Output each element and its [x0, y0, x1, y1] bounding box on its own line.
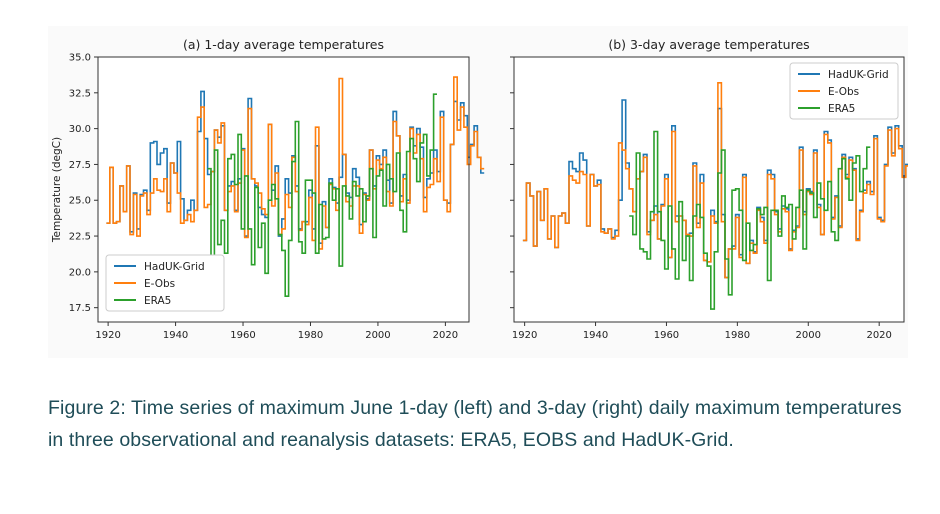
x-tick-label: 1940: [163, 330, 188, 341]
y-tick-label: 32.5: [69, 88, 91, 99]
chart-panel-a: (a) 1-day average temperatures Temperatur…: [51, 37, 485, 341]
legend-label: ERA5: [828, 103, 855, 115]
chart-title: (b) 3-day average temperatures: [608, 37, 809, 52]
x-tick-label: 1960: [654, 330, 679, 341]
legend-label: HadUK-Grid: [144, 261, 205, 273]
y-axis-label: Temperature (degC): [51, 137, 63, 243]
figure-caption: Figure 2: Time series of maximum June 1-…: [48, 397, 902, 451]
legend: HadUK-Grid E-Obs ERA5: [789, 62, 899, 120]
x-tick-label: 2000: [365, 330, 390, 341]
x-tick-label: 2020: [433, 330, 458, 341]
series-line-era5: [629, 130, 871, 310]
y-tick-label: 22.5: [69, 232, 91, 243]
legend: HadUK-Grid E-Obs ERA5: [105, 254, 225, 312]
x-tick-label: 2020: [866, 330, 891, 341]
axes-frame: [513, 56, 905, 323]
axes-frame: [97, 56, 470, 323]
legend-box: [789, 62, 899, 120]
figure: (a) 1-day average temperatures Temperatur…: [48, 26, 908, 358]
x-tick-label: 1980: [725, 330, 750, 341]
x-tick-label: 1920: [512, 330, 537, 341]
chart-title: (a) 1-day average temperatures: [183, 37, 384, 52]
legend-label: HadUK-Grid: [828, 69, 889, 81]
y-tick-label: 17.5: [69, 303, 91, 314]
legend-label: E-Obs: [144, 278, 175, 290]
chart-panel-b: (b) 3-day average temperatures 1920 1940 19…: [510, 37, 908, 341]
x-tick-label: 1980: [298, 330, 323, 341]
y-tick-label: 30.0: [69, 124, 91, 135]
y-tick-label: 25.0: [69, 196, 91, 207]
x-tick-label: 1940: [583, 330, 608, 341]
series-line-era5: [207, 93, 437, 297]
legend-label: ERA5: [144, 295, 171, 307]
x-tick-label: 1960: [230, 330, 255, 341]
legend-label: E-Obs: [828, 86, 859, 98]
y-tick-label: 20.0: [69, 267, 91, 278]
y-tick-label: 27.5: [69, 160, 91, 171]
legend-box: [105, 254, 225, 312]
x-tick-label: 1920: [95, 330, 120, 341]
x-tick-label: 2000: [796, 330, 821, 341]
figure-charts: (a) 1-day average temperatures Temperatur…: [51, 37, 908, 341]
y-tick-label: 35.0: [69, 53, 91, 64]
